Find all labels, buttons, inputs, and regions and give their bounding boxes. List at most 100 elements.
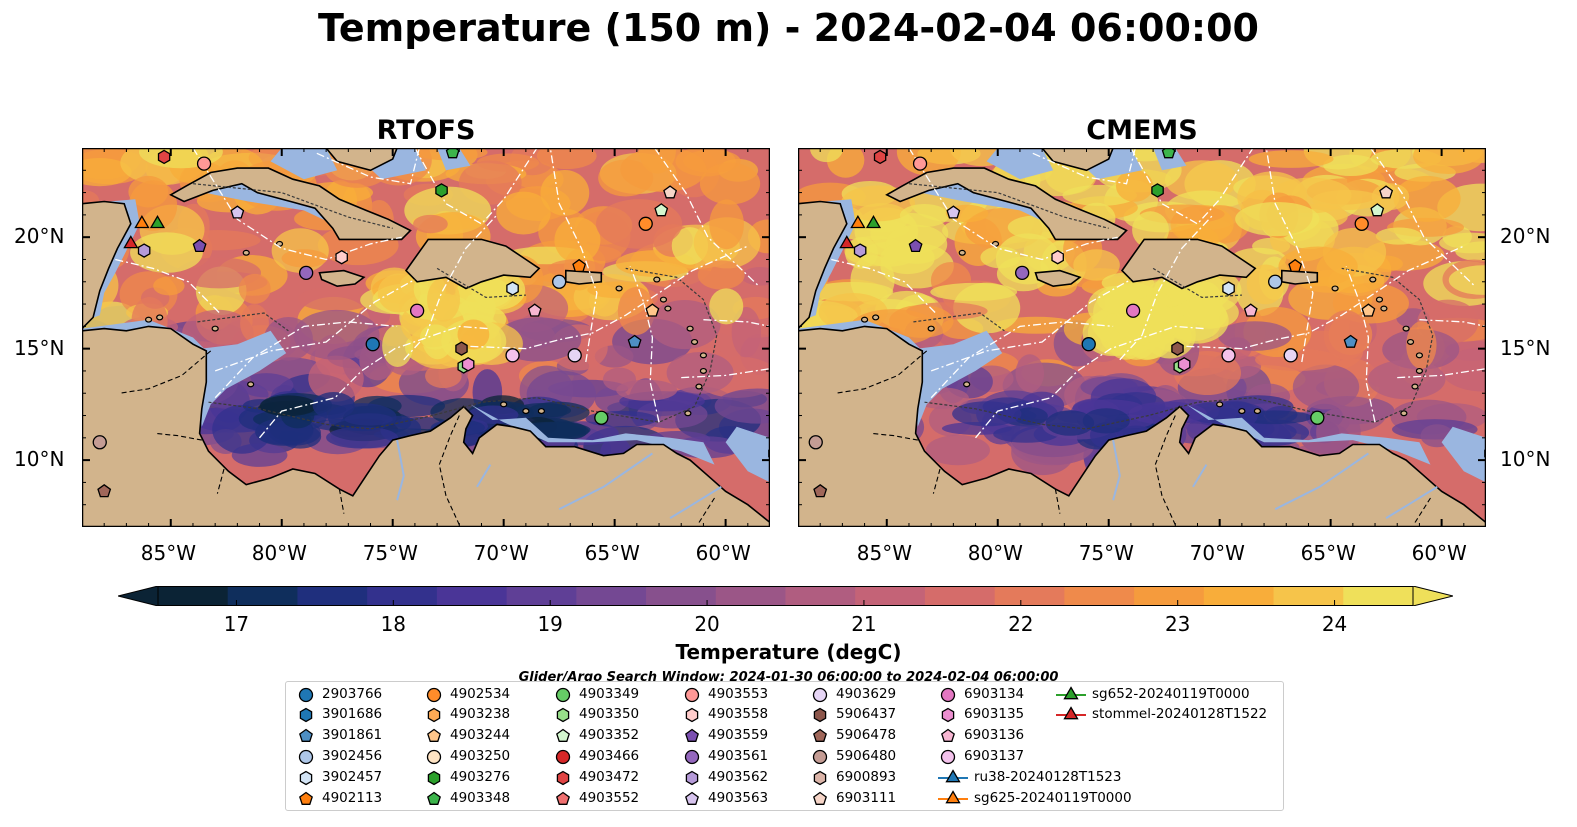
float-marker-3[interactable] (1222, 281, 1235, 296)
legend-marker[interactable] (684, 749, 700, 765)
float-marker-9[interactable] (1161, 148, 1176, 159)
legend-marker[interactable] (1063, 706, 1079, 720)
float-marker-31[interactable] (865, 214, 882, 229)
float-marker-31[interactable] (149, 214, 166, 229)
float-marker-29[interactable] (1221, 348, 1236, 363)
float-marker-32[interactable] (123, 235, 139, 249)
map-panel-rtofs[interactable] (82, 148, 770, 527)
legend-marker[interactable] (812, 687, 828, 702)
legend-marker[interactable] (298, 687, 314, 702)
legend-marker[interactable] (426, 687, 442, 702)
float-marker-13[interactable] (663, 185, 678, 199)
legend-marker[interactable] (556, 770, 570, 785)
float-marker-8[interactable] (435, 183, 448, 198)
float-marker-24[interactable] (808, 435, 823, 450)
legend-marker[interactable] (556, 728, 570, 743)
legend-marker[interactable] (556, 708, 570, 723)
legend-marker[interactable] (427, 791, 441, 805)
float-marker-2[interactable] (552, 274, 567, 289)
legend-marker[interactable] (940, 687, 956, 702)
float-marker-9[interactable] (445, 148, 460, 159)
legend-marker[interactable] (556, 791, 570, 805)
float-marker-22[interactable] (455, 341, 468, 356)
float-marker-4[interactable] (1343, 334, 1358, 348)
float-marker-15[interactable] (912, 156, 928, 171)
float-marker-4[interactable] (627, 334, 642, 348)
map-panel-cmems[interactable] (798, 148, 1486, 527)
float-marker-30[interactable] (850, 215, 866, 229)
float-marker-10[interactable] (594, 410, 609, 425)
legend-marker[interactable] (299, 728, 313, 743)
float-marker-12[interactable] (654, 203, 669, 217)
legend-marker[interactable] (941, 728, 955, 743)
float-marker-19[interactable] (137, 243, 151, 258)
float-marker-6[interactable] (1288, 258, 1303, 273)
legend-marker[interactable] (555, 749, 571, 765)
float-marker-26[interactable] (1125, 303, 1141, 318)
legend-marker[interactable] (299, 708, 313, 723)
float-marker-17[interactable] (908, 238, 923, 253)
float-marker-28[interactable] (1243, 303, 1258, 317)
float-marker-6[interactable] (572, 258, 587, 273)
legend-marker[interactable] (813, 708, 827, 723)
legend-marker[interactable] (299, 770, 313, 785)
legend-marker[interactable] (555, 687, 571, 702)
legend-marker[interactable] (941, 708, 955, 723)
float-marker-20[interactable] (230, 205, 245, 219)
legend-marker[interactable] (940, 749, 956, 765)
float-marker-22[interactable] (1171, 341, 1184, 356)
legend-marker[interactable] (685, 770, 699, 785)
float-marker-7[interactable] (645, 303, 660, 317)
float-marker-19[interactable] (853, 243, 867, 258)
float-marker-1[interactable] (365, 337, 380, 352)
float-marker-16[interactable] (1051, 249, 1064, 265)
legend-marker[interactable] (685, 791, 699, 805)
float-marker-16[interactable] (335, 249, 348, 265)
legend-marker[interactable] (685, 728, 699, 743)
float-marker-5[interactable] (638, 216, 653, 231)
float-marker-12[interactable] (1370, 203, 1385, 217)
float-marker-27[interactable] (461, 357, 475, 372)
float-marker-21[interactable] (1283, 348, 1298, 363)
legend-marker[interactable] (427, 708, 441, 723)
legend-marker[interactable] (1063, 685, 1079, 699)
float-marker-13[interactable] (1379, 185, 1394, 199)
float-marker-1[interactable] (1081, 337, 1096, 352)
float-marker-5[interactable] (1354, 216, 1369, 231)
float-marker-14[interactable] (873, 149, 887, 165)
float-marker-2[interactable] (1268, 274, 1283, 289)
float-marker-23[interactable] (813, 483, 828, 498)
float-marker-23[interactable] (97, 483, 112, 498)
legend-marker[interactable] (684, 687, 700, 702)
legend-marker[interactable] (945, 768, 961, 783)
float-marker-18[interactable] (1015, 265, 1030, 280)
float-marker-26[interactable] (409, 303, 425, 318)
legend-marker[interactable] (685, 708, 699, 723)
legend-marker[interactable] (813, 791, 827, 805)
float-marker-10[interactable] (1310, 410, 1325, 425)
float-marker-24[interactable] (92, 435, 107, 450)
float-marker-32[interactable] (839, 235, 855, 249)
float-marker-3[interactable] (506, 281, 519, 296)
float-marker-29[interactable] (505, 348, 520, 363)
legend-marker[interactable] (426, 749, 442, 765)
float-marker-8[interactable] (1151, 183, 1164, 198)
float-marker-28[interactable] (527, 303, 542, 317)
legend-marker[interactable] (813, 728, 827, 743)
float-marker-15[interactable] (196, 156, 212, 171)
float-marker-7[interactable] (1361, 303, 1376, 317)
float-marker-30[interactable] (134, 215, 150, 229)
float-marker-17[interactable] (192, 238, 207, 253)
float-marker-18[interactable] (299, 265, 314, 280)
float-marker-21[interactable] (567, 348, 582, 363)
legend-marker[interactable] (427, 770, 441, 785)
legend-marker[interactable] (298, 749, 314, 765)
legend-marker[interactable] (813, 770, 827, 785)
legend-marker[interactable] (812, 749, 828, 765)
legend-marker[interactable] (945, 789, 961, 803)
float-marker-14[interactable] (157, 149, 171, 165)
legend-marker[interactable] (299, 791, 313, 805)
float-marker-27[interactable] (1177, 357, 1191, 372)
float-marker-20[interactable] (946, 205, 961, 219)
legend-marker[interactable] (427, 728, 441, 743)
